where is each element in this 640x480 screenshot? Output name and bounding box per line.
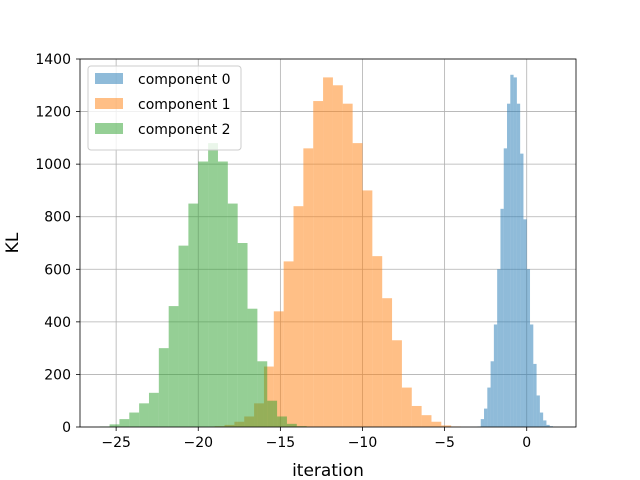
histogram-bar-series-0	[533, 363, 537, 427]
histogram-bar-series-0	[503, 148, 508, 427]
histogram-bar-series-2	[168, 306, 179, 427]
histogram-bar-series-2	[158, 348, 169, 427]
histogram-bar-series-1	[401, 387, 412, 427]
x-axis-label: iteration	[292, 461, 364, 480]
histogram-bar-series-0	[513, 77, 517, 428]
histogram-bar-series-2	[198, 161, 209, 427]
x-tick-label: 0	[522, 435, 531, 451]
x-tick-label: −15	[266, 435, 296, 451]
histogram-bar-series-2	[277, 416, 287, 427]
histogram-bar-series-0	[493, 324, 498, 427]
histogram-bar-series-0	[507, 103, 511, 427]
histogram-bar-series-2	[188, 203, 199, 427]
histogram-bar-series-1	[263, 366, 274, 427]
legend-swatch	[95, 123, 123, 134]
legend-label: component 1	[138, 97, 231, 113]
histogram-bar-series-0	[484, 408, 488, 427]
histogram-bar-series-1	[411, 405, 422, 427]
histogram-bar-series-1	[382, 298, 393, 427]
x-tick-label: −5	[434, 435, 455, 451]
x-tick-label: −20	[183, 435, 213, 451]
histogram-bar-series-1	[431, 421, 442, 427]
histogram-bar-series-0	[500, 208, 504, 427]
histogram-bar-series-1	[352, 143, 363, 427]
x-tick-label: −10	[348, 435, 378, 451]
histogram-bar-series-0	[523, 219, 527, 427]
histogram-bar-series-1	[323, 77, 333, 428]
histogram-bar-series-2	[257, 361, 268, 427]
x-tick-label: −25	[101, 435, 131, 451]
histogram-bar-series-0	[520, 153, 524, 427]
histogram-bar-series-0	[536, 395, 540, 427]
histogram-bar-series-0	[497, 269, 501, 427]
histogram-bar-series-0	[530, 324, 534, 427]
histogram-bar-series-0	[526, 269, 531, 427]
legend-box	[87, 65, 242, 151]
histogram-bar-series-1	[441, 425, 452, 427]
histogram-bar-series-1	[332, 85, 343, 428]
histogram-bar-series-2	[178, 245, 189, 427]
histogram-bar-series-2	[227, 203, 238, 427]
y-axis-label: KL	[3, 232, 23, 253]
histogram-bar-series-0	[516, 103, 521, 427]
y-tick-label: 1400	[35, 52, 71, 68]
histogram-bar-series-1	[392, 340, 402, 427]
histogram-bar-series-2	[217, 161, 228, 427]
histogram-bar-series-1	[273, 311, 284, 427]
histogram-bar-series-2	[237, 243, 248, 427]
histogram-bar-series-0	[543, 420, 547, 427]
y-tick-label: 1000	[35, 157, 71, 173]
histogram-bar-series-0	[480, 419, 485, 427]
legend-label: component 2	[138, 122, 231, 138]
histogram-bar-series-1	[293, 206, 304, 427]
y-tick-label: 600	[44, 262, 71, 278]
legend: component 0 component 1 component 2	[87, 65, 242, 151]
y-tick-label: 400	[44, 315, 71, 331]
histogram-bar-series-1	[372, 256, 383, 427]
y-tick-label: 200	[44, 367, 71, 383]
plot-frame	[79, 58, 577, 428]
histogram-bar-series-0	[546, 424, 550, 427]
histogram-bar-series-0	[510, 74, 514, 428]
histogram-bar-series-2	[267, 400, 278, 427]
histogram-bar-series-1	[303, 148, 314, 427]
histogram-bar-series-1	[362, 190, 373, 427]
legend-swatch	[95, 98, 123, 109]
legend-swatch	[95, 73, 123, 84]
histogram-bar-series-2	[139, 403, 149, 427]
y-tick-label: 1200	[35, 105, 71, 121]
histogram-bar-series-0	[487, 387, 491, 427]
histogram-bar-series-2	[208, 143, 218, 427]
histogram-bar-series-1	[313, 101, 324, 428]
ticks: −25 −20 −15 −10 −5 0 0 200 400 600 800 1000 1200 1400	[35, 52, 531, 451]
y-tick-label: 800	[44, 210, 71, 226]
y-tick-label: 0	[62, 420, 71, 436]
histogram-bar-series-2	[119, 419, 130, 427]
histogram-bar-series-0	[490, 361, 494, 427]
histogram-bar-series-2	[109, 424, 120, 427]
legend-label: component 0	[138, 72, 231, 88]
histogram-bar-series-0	[539, 412, 544, 427]
histogram-bar-series-1	[283, 261, 294, 427]
histogram-bar-series-2	[148, 392, 159, 427]
bars	[99, 74, 554, 428]
histogram-bar-series-2	[247, 308, 258, 427]
histogram-bar-series-2	[286, 423, 297, 427]
histogram-bar-series-2	[129, 412, 140, 427]
histogram-bar-series-1	[342, 103, 353, 427]
histogram-bar-series-1	[421, 415, 432, 427]
